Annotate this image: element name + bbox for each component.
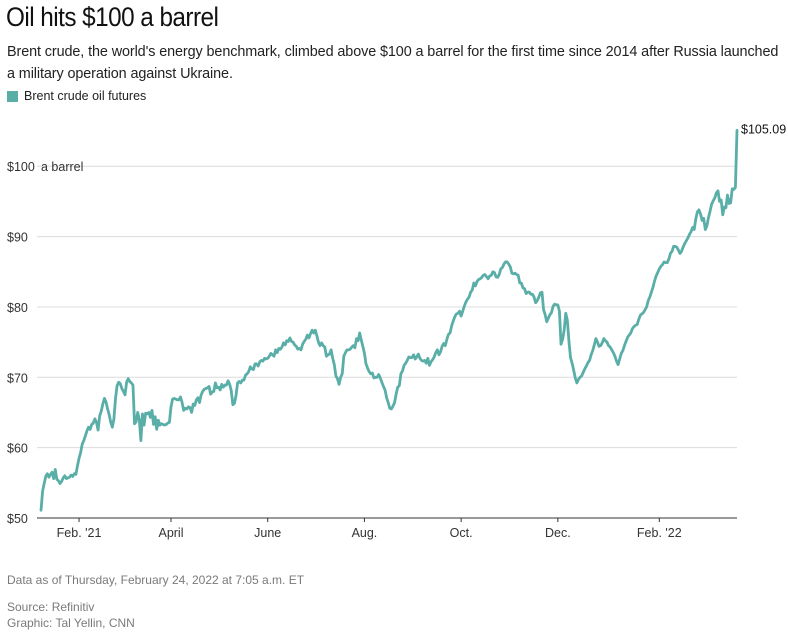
x-tick-label: Feb. '22 bbox=[637, 526, 682, 540]
data-note: Data as of Thursday, February 24, 2022 a… bbox=[7, 573, 305, 587]
series-line bbox=[39, 129, 739, 512]
page-title: Oil hits $100 a barrel bbox=[6, 2, 219, 32]
legend: Brent crude oil futures bbox=[7, 89, 146, 103]
graphic-credit: Graphic: Tal Yellin, CNN bbox=[7, 616, 135, 630]
y-tick-label: $100 bbox=[7, 160, 35, 174]
page-subtitle: Brent crude, the world's energy benchmar… bbox=[7, 44, 779, 82]
source-credit: Source: Refinitiv bbox=[7, 600, 95, 614]
x-tick-label: Oct. bbox=[450, 526, 473, 540]
y-axis-unit-label: a barrel bbox=[41, 160, 83, 174]
x-tick-label: April bbox=[158, 526, 183, 540]
legend-label: Brent crude oil futures bbox=[24, 89, 147, 103]
chart-axes bbox=[37, 517, 737, 522]
y-tick-label: $80 bbox=[7, 301, 28, 315]
x-tick-label: Dec. bbox=[545, 526, 571, 540]
legend-swatch bbox=[7, 90, 18, 102]
x-tick-label: Feb. '21 bbox=[57, 526, 102, 540]
chart-series bbox=[39, 129, 739, 512]
chart-labels: $50 $60 $70 $80 $90 $100 a barrel Feb. '21 April… bbox=[7, 122, 786, 540]
y-tick-label: $60 bbox=[7, 442, 28, 456]
y-tick-label: $50 bbox=[7, 512, 28, 526]
x-tick-label: June bbox=[254, 526, 281, 540]
y-tick-label: $70 bbox=[7, 371, 28, 385]
end-value-label: $105.09 bbox=[741, 122, 786, 136]
chart-gridlines bbox=[37, 165, 737, 449]
x-tick-label: Aug. bbox=[352, 526, 378, 540]
y-tick-label: $90 bbox=[7, 231, 28, 245]
